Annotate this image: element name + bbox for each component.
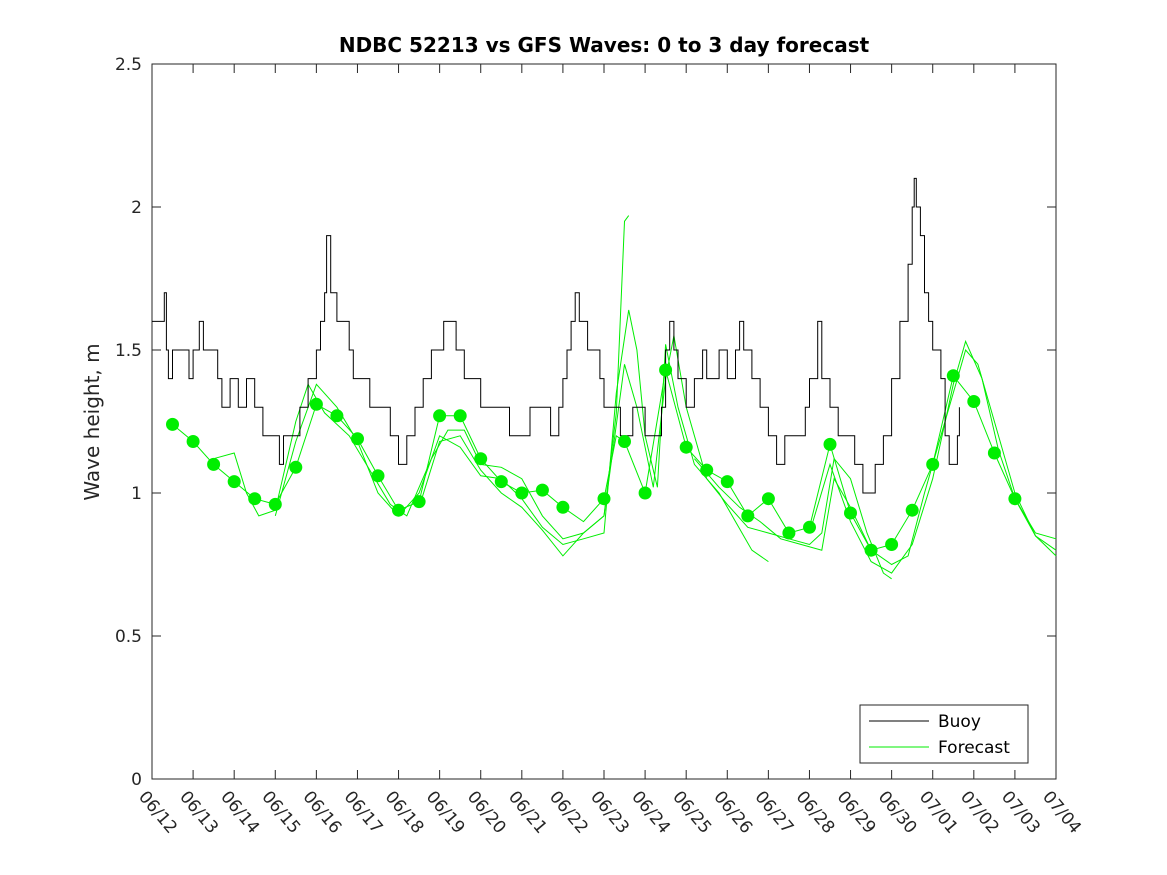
forecast-marker: [371, 469, 385, 483]
y-axis-ticks: 0 0.5 1 1.5 2 2.5: [115, 55, 1056, 790]
y-tick-label: 0: [131, 770, 142, 790]
plot-border: [151, 63, 1057, 780]
forecast-marker: [597, 492, 611, 506]
x-tick-label: 06/28: [792, 787, 839, 837]
x-tick-label: 06/21: [504, 787, 551, 837]
forecast-marker: [494, 475, 508, 489]
legend-buoy-label: Buoy: [938, 712, 981, 732]
forecast-marker: [926, 457, 940, 471]
forecast-marker: [659, 363, 673, 377]
forecast-marker: [556, 500, 570, 514]
x-tick-label: 06/12: [134, 787, 181, 837]
forecast-marker: [967, 395, 981, 408]
forecast-series: [172, 215, 1057, 580]
forecast-markers: [166, 363, 1022, 557]
x-tick-label: 06/17: [340, 787, 387, 837]
x-tick-label: 06/13: [175, 787, 222, 837]
forecast-marker: [741, 509, 755, 523]
forecast-marker: [1008, 492, 1022, 506]
y-tick-label: 0.5: [115, 627, 142, 647]
forecast-run-line: [274, 309, 769, 563]
x-tick-label: 07/01: [915, 787, 962, 837]
legend-forecast-label: Forecast: [938, 738, 1010, 758]
x-tick-label: 07/03: [997, 787, 1044, 837]
forecast-run-line: [172, 369, 1057, 551]
chart-title: NDBC 52213 vs GFS Waves: 0 to 3 day fore…: [339, 33, 870, 57]
forecast-marker: [946, 369, 960, 383]
legend-box: [859, 704, 1029, 764]
y-tick-label: 1.5: [115, 341, 142, 361]
forecast-marker: [638, 486, 652, 500]
y-axis-label: Wave height, m: [80, 343, 104, 500]
x-tick-label: 07/04: [1038, 787, 1085, 837]
forecast-marker: [309, 397, 323, 411]
forecast-marker: [412, 495, 426, 509]
buoy-series: [152, 177, 960, 494]
forecast-run-line: [694, 348, 1057, 566]
x-tick-label: 06/15: [257, 787, 304, 837]
x-tick-label: 06/26: [709, 787, 756, 837]
forecast-marker: [720, 475, 734, 489]
forecast-run-line: [418, 335, 892, 580]
forecast-marker: [535, 483, 549, 497]
x-tick-label: 06/30: [874, 787, 921, 837]
x-tick-label: 06/14: [216, 787, 263, 837]
forecast-marker: [166, 417, 179, 431]
forecast-marker: [987, 446, 1001, 460]
forecast-run-line: [809, 339, 1057, 574]
x-tick-label: 06/29: [833, 787, 880, 837]
x-tick-label: 06/22: [545, 787, 592, 837]
forecast-marker: [453, 409, 467, 423]
forecast-marker: [268, 497, 282, 511]
forecast-marker: [248, 492, 262, 506]
x-tick-label: 06/19: [422, 787, 469, 837]
x-tick-label: 06/23: [586, 787, 633, 837]
forecast-marker: [618, 435, 631, 448]
forecast-marker: [782, 526, 796, 540]
y-tick-label: 1: [131, 484, 142, 504]
x-tick-label: 06/18: [381, 787, 428, 837]
plot-frame: [151, 63, 1057, 780]
forecast-marker: [700, 463, 714, 477]
forecast-marker: [823, 437, 837, 451]
x-tick-label: 06/24: [627, 787, 674, 837]
x-tick-label: 06/27: [751, 787, 798, 837]
y-tick-label: 2: [131, 198, 142, 218]
x-tick-label: 07/02: [956, 787, 1003, 837]
forecast-marker: [330, 409, 344, 423]
forecast-marker: [864, 543, 878, 557]
forecast-marker: [905, 503, 919, 517]
x-tick-label: 06/25: [668, 787, 715, 837]
forecast-marker: [433, 409, 447, 423]
forecast-marker: [207, 457, 221, 471]
forecast-marker: [885, 538, 899, 551]
x-tick-label: 06/16: [299, 787, 346, 837]
forecast-marker: [474, 452, 488, 466]
x-tick-label: 06/20: [463, 787, 510, 837]
legend: Buoy Forecast: [859, 704, 1029, 764]
y-tick-label: 2.5: [115, 55, 142, 75]
forecast-marker: [844, 506, 857, 520]
forecast-run-line: [213, 215, 630, 540]
forecast-marker: [289, 460, 303, 474]
forecast-marker: [761, 492, 775, 506]
buoy-line: [152, 177, 960, 494]
forecast-marker: [679, 440, 693, 454]
forecast-marker: [227, 475, 241, 489]
forecast-marker: [392, 503, 405, 517]
forecast-marker: [186, 435, 200, 448]
forecast-marker: [515, 486, 529, 500]
forecast-marker: [803, 520, 816, 534]
forecast-marker: [351, 432, 364, 446]
